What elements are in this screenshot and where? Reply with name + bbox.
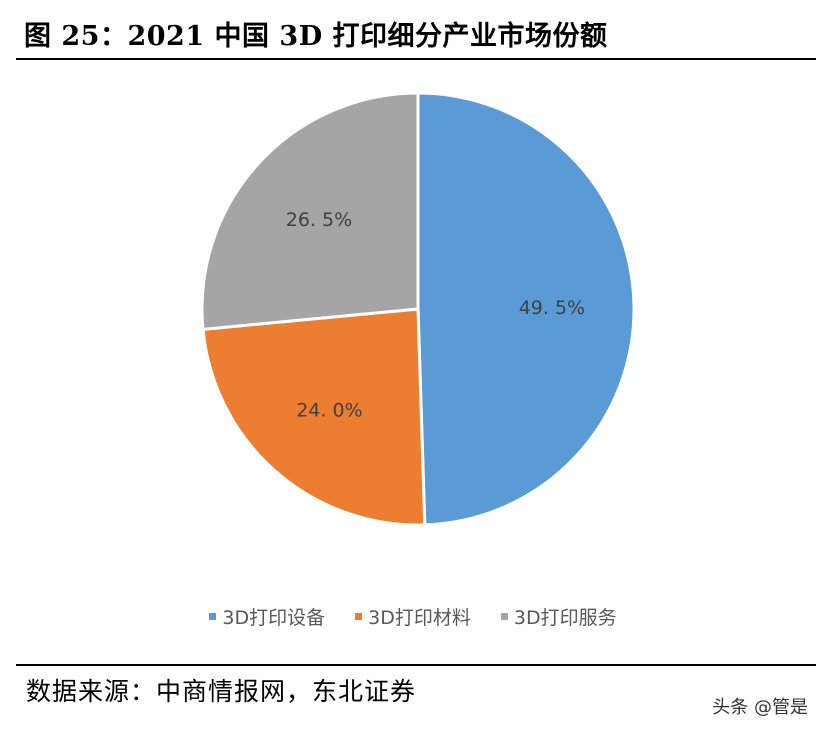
- legend-swatch-icon: [355, 613, 363, 620]
- legend-label: 3D打印服务: [513, 607, 617, 629]
- pie-chart: 49. 5% 24. 0% 26. 5%: [200, 91, 636, 527]
- data-source: 数据来源：中商情报网，东北证券: [26, 677, 417, 706]
- slice-value-label: 26. 5%: [286, 209, 352, 231]
- legend-label: 3D打印材料: [368, 607, 471, 629]
- slice-value-label: 49. 5%: [519, 297, 585, 319]
- legend-label: 3D打印设备: [222, 607, 326, 629]
- slice-services: [200, 91, 420, 331]
- legend-item-services: 3D打印服务: [500, 603, 617, 630]
- slice-value-label: 24. 0%: [296, 399, 362, 421]
- pie-slices: [200, 91, 636, 527]
- legend-item-equipment: 3D打印设备: [209, 603, 325, 630]
- figure-title: 图 25：2021 中国 3D 打印细分产业市场份额: [24, 21, 608, 52]
- slice-equipment: [416, 91, 636, 527]
- pie-labels: 49. 5% 24. 0% 26. 5%: [286, 209, 585, 422]
- title-divider: [16, 58, 816, 60]
- watermark: 头条 @管是: [712, 697, 808, 718]
- slice-materials: [201, 307, 427, 527]
- legend-item-materials: 3D打印材料: [355, 603, 471, 630]
- legend-swatch-icon: [500, 613, 508, 620]
- source-divider: [16, 664, 816, 666]
- chart-legend: 3D打印设备 3D打印材料 3D打印服务: [0, 603, 826, 630]
- legend-swatch-icon: [209, 613, 217, 620]
